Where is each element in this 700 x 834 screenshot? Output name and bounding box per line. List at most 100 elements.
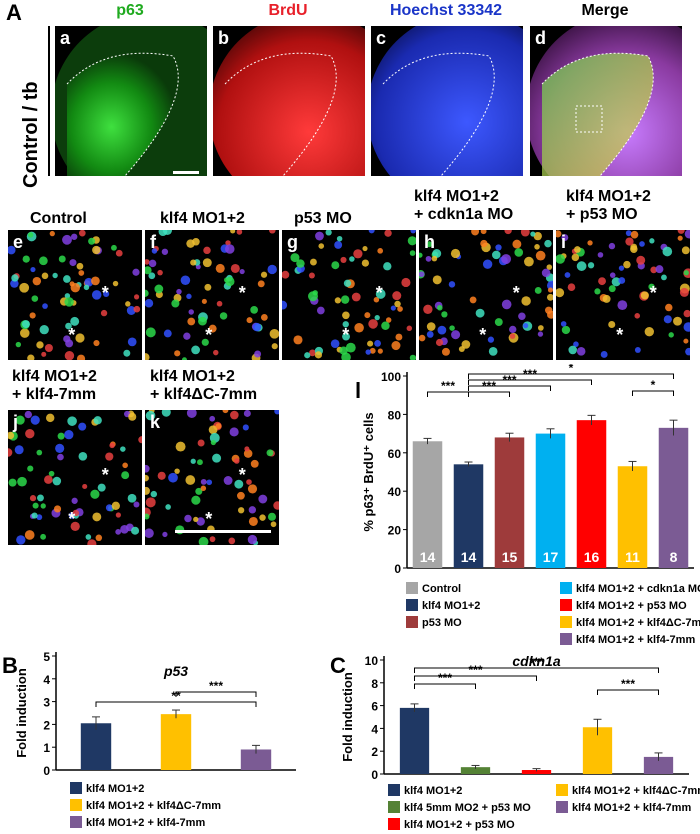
nucleus (518, 312, 526, 320)
legend-swatch (556, 801, 568, 813)
nucleus (247, 534, 258, 545)
nucleus (534, 287, 542, 294)
nucleus (49, 230, 55, 237)
image-panel-i: i * * (556, 230, 690, 360)
nucleus (145, 528, 154, 539)
nucleus (362, 245, 368, 252)
nucleus (174, 350, 181, 357)
nucleus (185, 475, 196, 485)
nucleus (397, 306, 403, 312)
nucleus (191, 495, 201, 505)
nucleus (266, 449, 274, 457)
nucleus (15, 415, 25, 425)
significance-label: *** (438, 671, 452, 685)
nucleus (246, 479, 252, 485)
nucleus (78, 422, 87, 431)
nucleus (115, 529, 122, 535)
nucleus (661, 274, 667, 281)
legend-label: klf4 MO1+2 + klf4-7mm (86, 817, 206, 829)
image-panel-b: b (213, 26, 365, 176)
image-panel-h: h * * (419, 230, 553, 360)
nucleus (14, 445, 24, 455)
bar (412, 441, 443, 568)
nucleus (571, 253, 580, 262)
nucleus (260, 271, 268, 278)
nucleus (611, 277, 621, 287)
nucleus (158, 230, 168, 237)
nucleus (15, 341, 22, 348)
nucleus (576, 347, 586, 356)
legend-swatch (560, 599, 572, 611)
nucleus (450, 248, 461, 259)
nucleus (634, 313, 641, 319)
subpanel-letter-i: i (561, 232, 567, 252)
channel-title-brdu: BrdU (268, 2, 308, 19)
significance-label: * (651, 378, 656, 392)
nucleus (67, 416, 77, 426)
legend-swatch (560, 633, 572, 645)
nucleus (541, 268, 551, 278)
nucleus (242, 424, 249, 431)
nucleus (401, 277, 411, 288)
asterisk-marker: * (68, 509, 76, 530)
nucleus (250, 306, 258, 314)
significance-bracket (414, 667, 659, 673)
nucleus (568, 345, 577, 355)
bar (576, 420, 607, 568)
nucleus (181, 357, 187, 360)
nucleus (546, 264, 553, 270)
nucleus (547, 310, 553, 319)
nucleus (70, 521, 80, 532)
legend-label: klf4 MO1+2 (422, 600, 481, 612)
nucleus (537, 325, 544, 331)
nucleus (679, 287, 689, 297)
panel-letter-l: l (355, 378, 362, 403)
nucleus (162, 531, 168, 538)
nucleus (365, 349, 371, 355)
nucleus (228, 537, 236, 545)
nucleus (78, 451, 88, 461)
nucleus (132, 268, 140, 276)
nucleus (423, 304, 433, 314)
nucleus (482, 259, 493, 269)
panel-letter-C: C (330, 653, 346, 678)
legend-item: p53 MO (406, 616, 462, 629)
nucleus (52, 476, 62, 486)
legend-item: klf4 MO1+2 + klf4-7mm (70, 816, 205, 829)
nuclei-image (282, 230, 416, 360)
nucleus (190, 259, 197, 266)
nucleus (556, 288, 565, 298)
nucleus (639, 241, 645, 247)
nucleus (449, 325, 455, 331)
nucleus (381, 321, 390, 330)
nucleus (150, 490, 158, 498)
nucleus (598, 277, 606, 286)
nuclei-image (8, 410, 142, 545)
nucleus (79, 230, 86, 237)
y-tick-label: 8 (371, 677, 378, 691)
nucleus (215, 423, 222, 430)
nucleus (537, 331, 544, 337)
nucleus (64, 297, 74, 307)
legend-item: Control (406, 582, 461, 595)
nucleus (634, 347, 641, 353)
nucleus (39, 256, 48, 266)
nucleus (42, 303, 48, 309)
nucleus (154, 284, 164, 294)
nuclei-image (8, 230, 141, 360)
nucleus (395, 333, 403, 341)
chart-title: cdkn1a (512, 653, 560, 669)
nucleus (546, 293, 553, 301)
nucleus (471, 230, 480, 236)
nucleus (70, 283, 81, 293)
nucleus (684, 230, 690, 239)
channel-title-hoechst: Hoechst 33342 (389, 2, 503, 19)
nucleus (394, 300, 401, 308)
legend-item: klf4 MO1+2 + p53 MO (388, 818, 515, 831)
nucleus (36, 514, 43, 521)
y-tick-label: 80 (388, 408, 402, 422)
nucleus (480, 230, 487, 235)
nucleus (640, 291, 649, 300)
legend-swatch (70, 799, 82, 811)
nucleus (85, 534, 92, 540)
